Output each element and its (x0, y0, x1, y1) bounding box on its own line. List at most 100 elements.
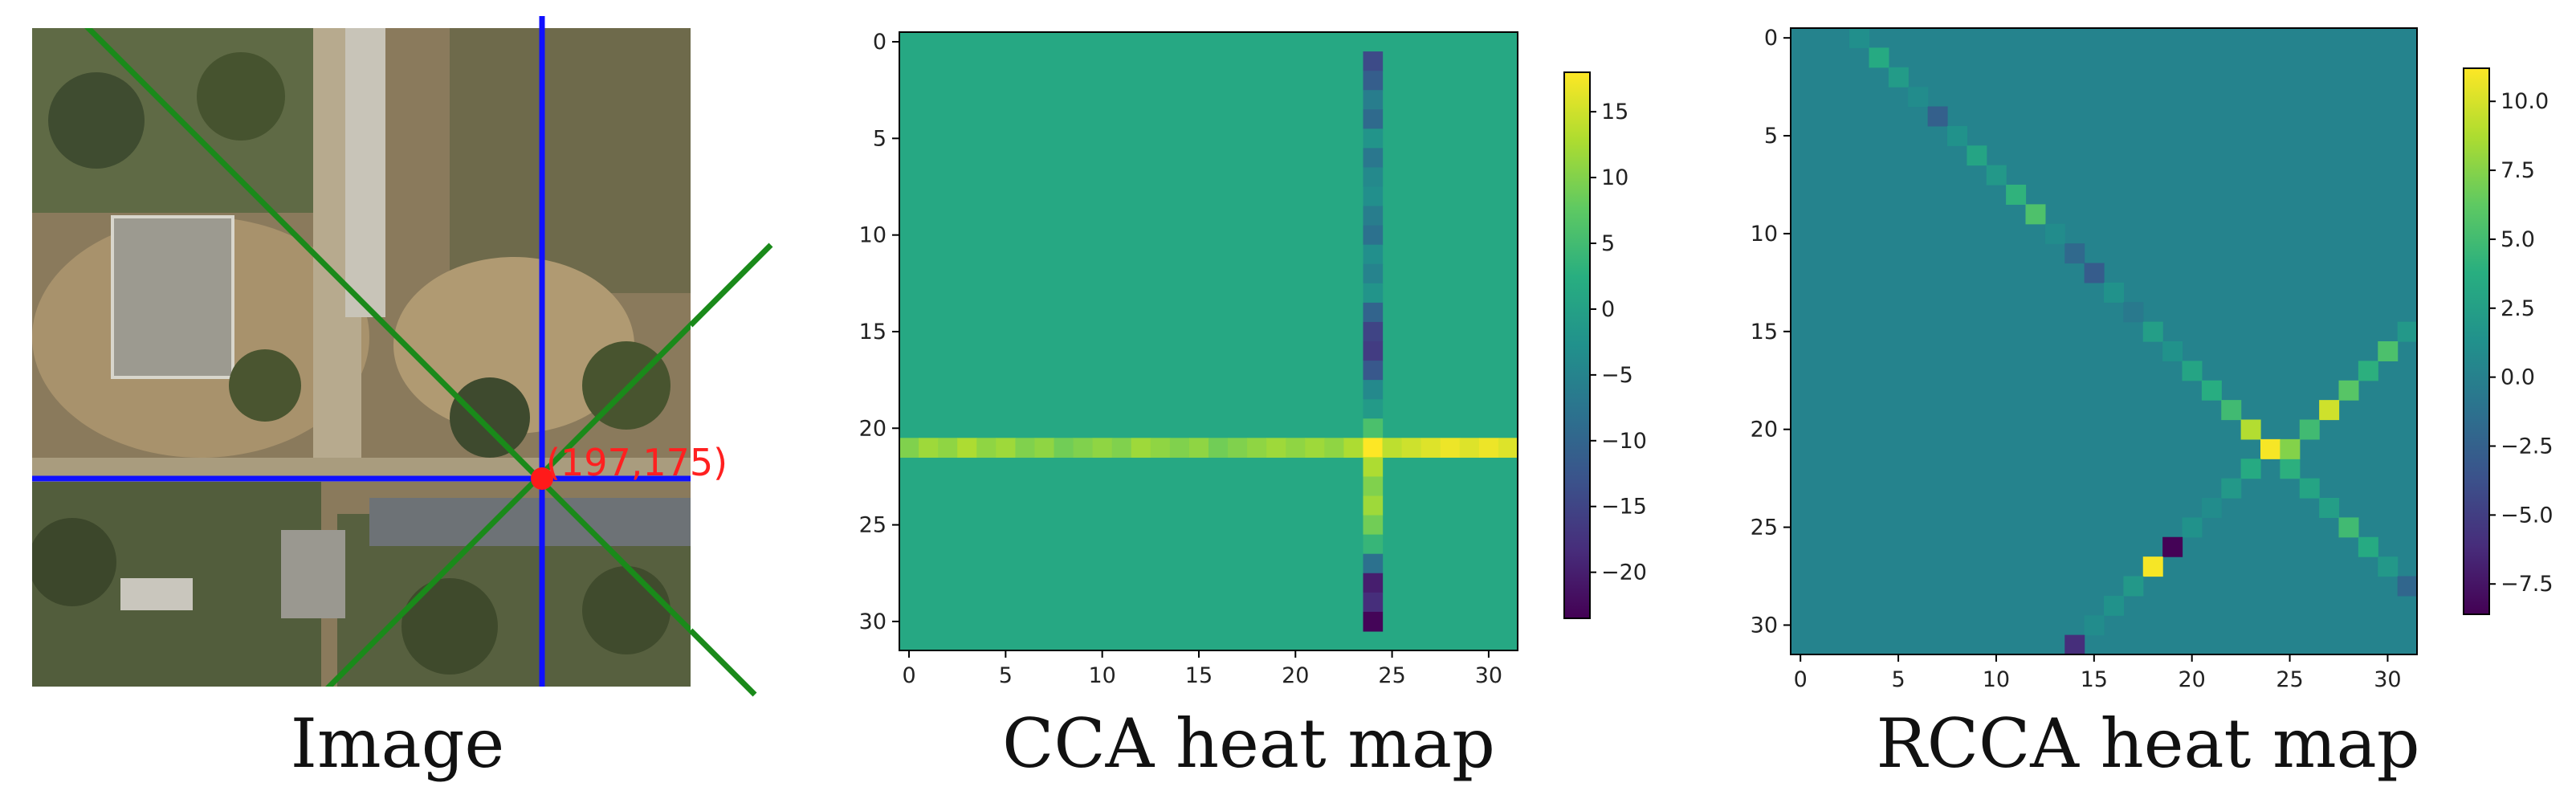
cca-heatmap-cell (1324, 438, 1345, 458)
cca-heatmap-cell (1363, 361, 1384, 381)
cca-heatmap-cell (1266, 438, 1286, 458)
cca-y-axis: 0 5 10 15 20 25 30 (859, 30, 899, 634)
cca-heatmap-cell (1363, 225, 1384, 246)
cca-heatmap-cell (1305, 438, 1325, 458)
cca-y-tick-label: 20 (859, 416, 887, 441)
rcca-heatmap-cell (2397, 321, 2418, 342)
rcca-heatmap-cell (2338, 380, 2359, 401)
rcca-heatmap-background (1791, 28, 2417, 654)
cca-heatmap-cell (1440, 438, 1461, 458)
cca-heatmap-cell (1188, 438, 1209, 458)
rcca-colorbar-tick-label: 2.5 (2501, 296, 2535, 321)
cca-y-tick-label: 25 (859, 513, 887, 538)
rcca-heatmap-cell (2358, 361, 2378, 381)
cca-heatmap-cell (1363, 109, 1384, 129)
rcca-heatmap-cell (2299, 419, 2320, 440)
rcca-heatmap-cell (2123, 302, 2144, 323)
cca-heatmap-cell (1363, 186, 1384, 207)
cca-heatmap-cell (1247, 438, 1267, 458)
cca-y-tick-label: 30 (859, 609, 887, 634)
rcca-heatmap-cell (2104, 282, 2124, 303)
rcca-colorbar-tick-label: −2.5 (2501, 434, 2554, 459)
cca-heatmap-cells (899, 51, 1518, 632)
rcca-heatmap-cell (1927, 106, 1948, 127)
rcca-heatmap-cell (1947, 125, 1967, 146)
rcca-colorbar-axis: 10.0 7.5 5.0 2.5 0.0 −2.5 −5.0 −7.5 (2489, 89, 2554, 597)
caption-rcca: RCCA heat map (1876, 704, 2419, 783)
cca-x-tick-label: 20 (1282, 663, 1309, 688)
caption-image: Image (291, 704, 504, 783)
rcca-heatmap-cell (2182, 517, 2203, 538)
rcca-heatmap-cell (2162, 536, 2183, 557)
rcca-heatmap-cell (2378, 341, 2399, 361)
cca-heatmap-cell (938, 438, 958, 458)
cca-colorbar-tick-label: 10 (1601, 165, 1628, 190)
satellite-image-panel: (197,175) Image (32, 16, 773, 783)
rcca-heatmap-cell (2397, 576, 2418, 597)
cca-heatmap-background (899, 32, 1518, 650)
cca-x-tick-label: 10 (1088, 663, 1115, 688)
cca-heatmap-cell (1363, 128, 1384, 149)
cca-heatmap-cell (1343, 438, 1364, 458)
cca-heatmap-cell (1382, 438, 1403, 458)
cca-colorbar-tick-label: 5 (1601, 231, 1615, 256)
rcca-y-tick-label: 10 (1751, 222, 1778, 247)
cca-heatmap-cell (1363, 476, 1384, 497)
cca-heatmap-cell (919, 438, 939, 458)
rcca-heatmap-cell (2358, 536, 2378, 557)
rcca-colorbar-tick-label: −5.0 (2501, 503, 2554, 528)
cca-heatmap-cell (1363, 263, 1384, 284)
cca-heatmap-cell (1228, 438, 1248, 458)
diagonal-line-ascending-extension (688, 243, 773, 328)
rcca-x-tick-label: 5 (1891, 667, 1905, 692)
cca-heatmap-cell (996, 438, 1016, 458)
cca-y-tick-label: 5 (873, 126, 887, 151)
rcca-colorbar-tick-label: 7.5 (2501, 158, 2535, 183)
cca-heatmap-cell (1169, 438, 1190, 458)
rcca-heatmap-cell (2201, 380, 2222, 401)
cca-heatmap-cell (1111, 438, 1132, 458)
cca-heatmap-cell (1363, 495, 1384, 516)
rcca-y-tick-label: 0 (1764, 26, 1778, 51)
rcca-x-tick-label: 10 (1983, 667, 2010, 692)
cca-heatmap-cell (1034, 438, 1055, 458)
rcca-heatmap-cell (1888, 67, 1909, 88)
cca-colorbar-tick-label: 15 (1601, 100, 1628, 124)
rcca-colorbar-tick-label: −7.5 (2501, 572, 2554, 597)
cca-heatmap-cell (1363, 90, 1384, 110)
cca-heatmap-cell (1363, 167, 1384, 188)
cca-x-tick-label: 30 (1475, 663, 1502, 688)
rcca-x-tick-label: 20 (2179, 667, 2206, 692)
rcca-y-tick-label: 15 (1751, 320, 1778, 344)
rcca-x-tick-label: 15 (2081, 667, 2108, 692)
point-marker (531, 467, 553, 490)
cca-heatmap-cell (1363, 457, 1384, 478)
cca-heatmap-cell (1363, 438, 1384, 458)
cca-heatmap-cell (1363, 148, 1384, 169)
rcca-heatmap-cell (1908, 87, 1929, 108)
rcca-heatmap-cell (2280, 438, 2301, 459)
rcca-x-tick-label: 25 (2276, 667, 2303, 692)
rcca-y-tick-label: 5 (1764, 124, 1778, 149)
rcca-heatmap-cell (2260, 438, 2280, 459)
cca-heatmap-cell (1363, 418, 1384, 438)
cca-heatmap-cell (957, 438, 977, 458)
cca-heatmap-cell (1363, 51, 1384, 71)
point-coordinate-label: (197,175) (546, 441, 728, 484)
cca-heatmap-cell (1150, 438, 1171, 458)
cca-heatmap-cell (1054, 438, 1074, 458)
caption-cca: CCA heat map (1002, 704, 1495, 783)
cca-heatmap-cell (1092, 438, 1113, 458)
cca-colorbar-tick-label: −10 (1601, 429, 1647, 454)
cca-heatmap-cell (1363, 71, 1384, 91)
cca-heatmap-cell (1401, 438, 1422, 458)
rcca-heatmap-panel: 0 5 10 15 20 25 30 0 5 10 15 20 25 30 10.0 7.5 5.0 2.5 0… (1751, 26, 2554, 783)
rcca-colorbar-tick-label: 10.0 (2501, 89, 2549, 114)
rcca-y-axis: 0 5 10 15 20 25 30 (1751, 26, 1791, 638)
rcca-heatmap-cell (2025, 204, 2046, 225)
rcca-x-tick-label: 30 (2374, 667, 2401, 692)
cca-x-tick-label: 5 (999, 663, 1013, 688)
cca-heatmap-cell (1363, 399, 1384, 419)
rcca-heatmap-cell (2280, 459, 2301, 479)
